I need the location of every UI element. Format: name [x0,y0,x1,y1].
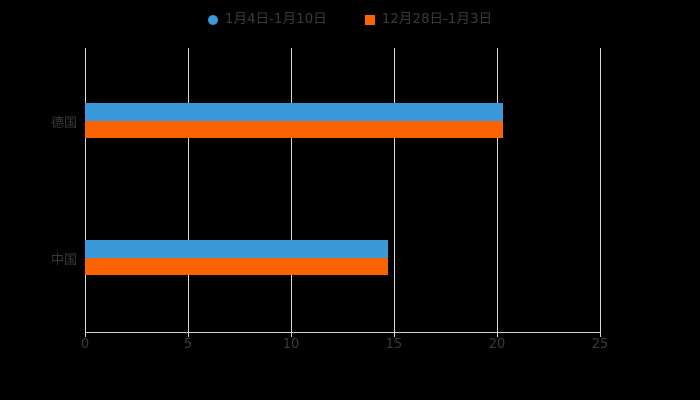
x-tick-mark-25 [600,332,601,337]
gridline-20 [497,48,498,332]
gridline-0 [85,48,86,332]
x-tick-label-20: 20 [488,337,506,352]
legend-marker-square-icon [364,15,375,25]
gridline-25 [600,48,601,332]
y-category-label-germany: 德国 [50,116,77,131]
gridline-15 [394,48,395,332]
bar-china-series-2[interactable] [85,258,388,275]
legend-marker-circle-icon [207,15,218,25]
legend-label-series-2: 12月28日-1月3日 [381,11,493,28]
gridline-5 [188,48,189,332]
bar-china-series-1[interactable] [85,240,388,258]
x-tick-label-5: 5 [183,337,193,352]
bar-germany-series-2[interactable] [85,121,504,138]
plot-area [85,48,601,332]
chart-legend: 1月4日-1月10日 12月28日-1月3日 [0,8,700,32]
x-tick-mark-15 [394,332,395,337]
x-tick-label-25: 25 [591,337,609,352]
x-tick-label-0: 0 [80,337,90,352]
x-tick-label-10: 10 [282,337,300,352]
bar-germany-series-1[interactable] [85,103,504,121]
x-tick-mark-5 [188,332,189,337]
x-tick-label-15: 15 [385,337,403,352]
x-tick-mark-20 [497,332,498,337]
legend-label-series-1: 1月4日-1月10日 [224,11,327,28]
legend-item-series-1[interactable]: 1月4日-1月10日 [207,11,327,28]
legend-item-series-2[interactable]: 12月28日-1月3日 [364,11,493,28]
x-tick-mark-10 [291,332,292,337]
gridline-10 [291,48,292,332]
x-axis-line [85,332,601,333]
y-category-label-china: 中国 [50,253,77,268]
x-tick-mark-0 [85,332,86,337]
